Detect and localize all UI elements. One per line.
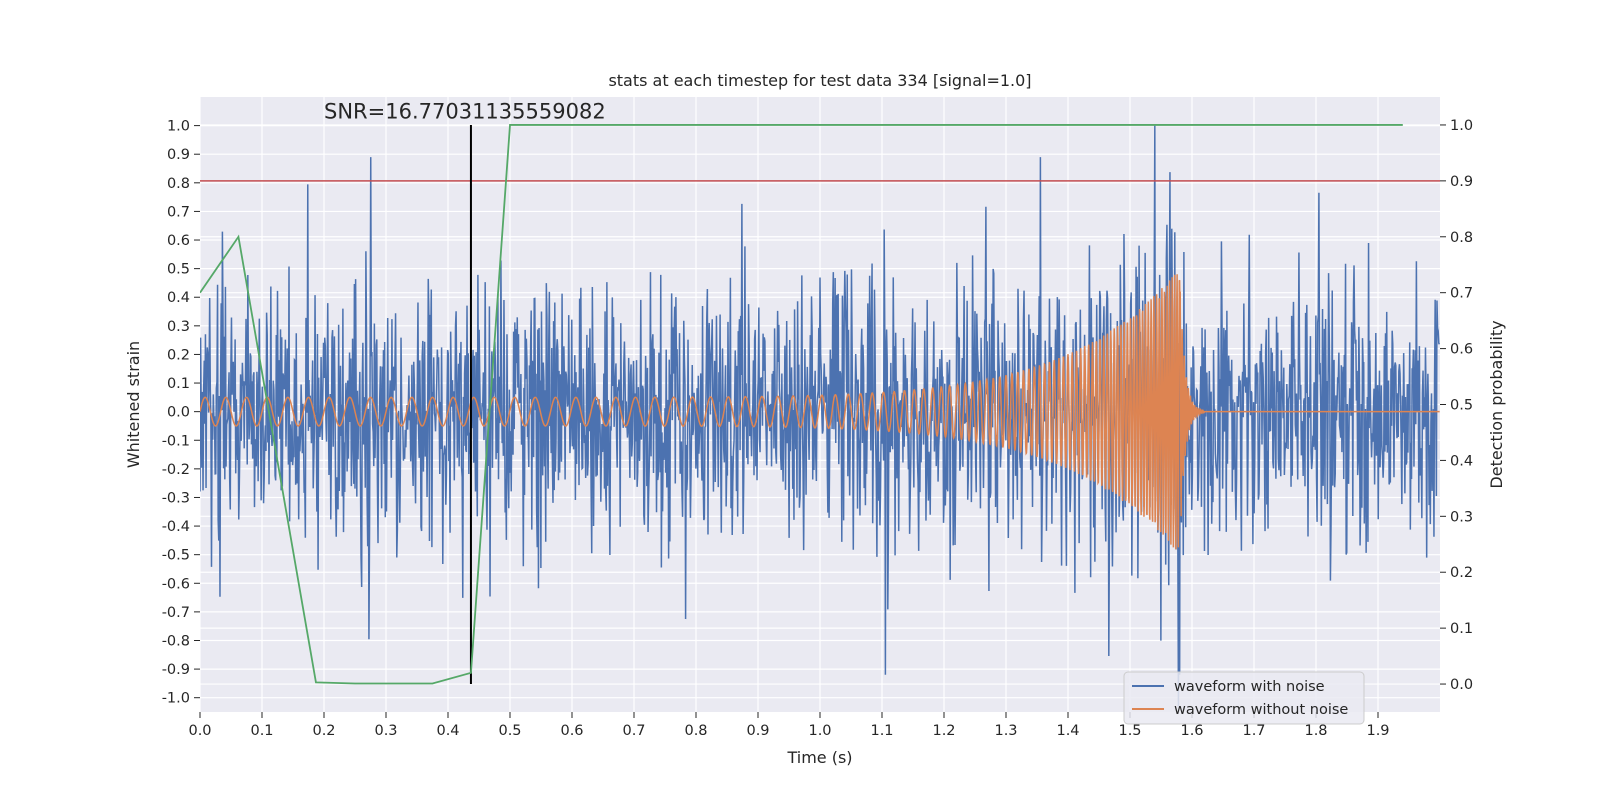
x-tick-label: 1.6 [1180,723,1203,739]
y-tick-label-right: 0.6 [1450,342,1473,358]
y-tick-label-left: -0.3 [162,490,190,506]
y-tick-label-left: 0.4 [167,290,190,306]
y-tick-label-left: -0.9 [162,662,190,678]
legend-label-noisy: waveform with noise [1174,679,1325,695]
x-tick-label: 0.0 [188,723,211,739]
y-tick-label-right: 0.5 [1450,398,1473,414]
y-tick-label-left: -0.6 [162,576,190,592]
x-tick-label: 1.2 [932,723,955,739]
x-tick-label: 0.4 [436,723,459,739]
y-tick-label-right: 0.9 [1450,174,1473,190]
series-layer [200,124,1440,707]
y-tick-label-left: -1.0 [162,691,190,707]
y-tick-label-left: -0.7 [162,605,190,621]
y-tick-label-right: 0.3 [1450,509,1473,525]
y-tick-label-left: 0.1 [167,376,190,392]
y-tick-label-left: 0.3 [167,319,190,335]
y-tick-label-left: 0.9 [167,147,190,163]
x-tick-label: 0.9 [746,723,769,739]
chart-title: stats at each timestep for test data 334… [608,71,1031,90]
legend-box [1123,671,1365,725]
y-tick-label-left: 0.6 [167,233,190,249]
x-tick-label: 1.8 [1304,723,1327,739]
y-tick-label-right: 0.1 [1450,621,1473,637]
y-tick-label-left: 1.0 [167,119,190,135]
y-tick-label-left: -0.2 [162,462,190,478]
x-tick-label: 1.5 [1118,723,1141,739]
x-tick-label: 1.3 [994,723,1017,739]
y-tick-label-left: -0.5 [162,548,190,564]
y-tick-label-left: 0.0 [167,405,190,421]
x-tick-label: 1.1 [870,723,893,739]
y-tick-label-right: 0.4 [1450,453,1473,469]
y-tick-label-left: -0.1 [162,433,190,449]
series-clip-group [200,124,1440,707]
x-axis-label: Time (s) [786,748,852,767]
y-tick-label-right: 0.0 [1450,677,1473,693]
y-tick-label-right: 0.7 [1450,286,1473,302]
x-tick-label: 0.2 [312,723,335,739]
x-tick-label: 0.5 [498,723,521,739]
y-axis-label-left: Whitened strain [124,341,143,468]
y-tick-label-right: 0.2 [1450,565,1473,581]
x-tick-label: 1.4 [1056,723,1079,739]
x-tick-label: 0.3 [374,723,397,739]
y-axis-label-right: Detection probability [1487,320,1506,488]
legend-label-clean: waveform without noise [1174,702,1348,718]
y-tick-label-right: 0.8 [1450,230,1473,246]
y-tick-label-left: -0.4 [162,519,190,535]
x-tick-label: 1.7 [1242,723,1265,739]
y-tick-label-left: 0.5 [167,262,190,278]
legend: waveform with noise waveform without noi… [1123,671,1365,725]
snr-annotation: SNR=16.77031135559082 [324,100,606,124]
y-tick-label-left: 0.2 [167,347,190,363]
x-tick-label: 1.9 [1366,723,1389,739]
x-tick-label: 0.6 [560,723,583,739]
y-tick-label-left: -0.8 [162,633,190,649]
detection-probability-line [200,124,1403,685]
waveform-without-noise-line [200,274,1440,550]
y-tick-label-left: 0.8 [167,176,190,192]
x-tick-label: 0.7 [622,723,645,739]
y-tick-label-left: 0.7 [167,204,190,220]
x-tick-label: 1.0 [808,723,831,739]
y-tick-label-right: 1.0 [1450,118,1473,134]
axes: 0.0 0.1 0.2 0.3 0.4 0.5 0.6 0.7 0.8 0.9 1.0 1.1 1.2 1… [162,118,1473,739]
x-tick-label: 0.8 [684,723,707,739]
x-tick-label: 0.1 [250,723,273,739]
